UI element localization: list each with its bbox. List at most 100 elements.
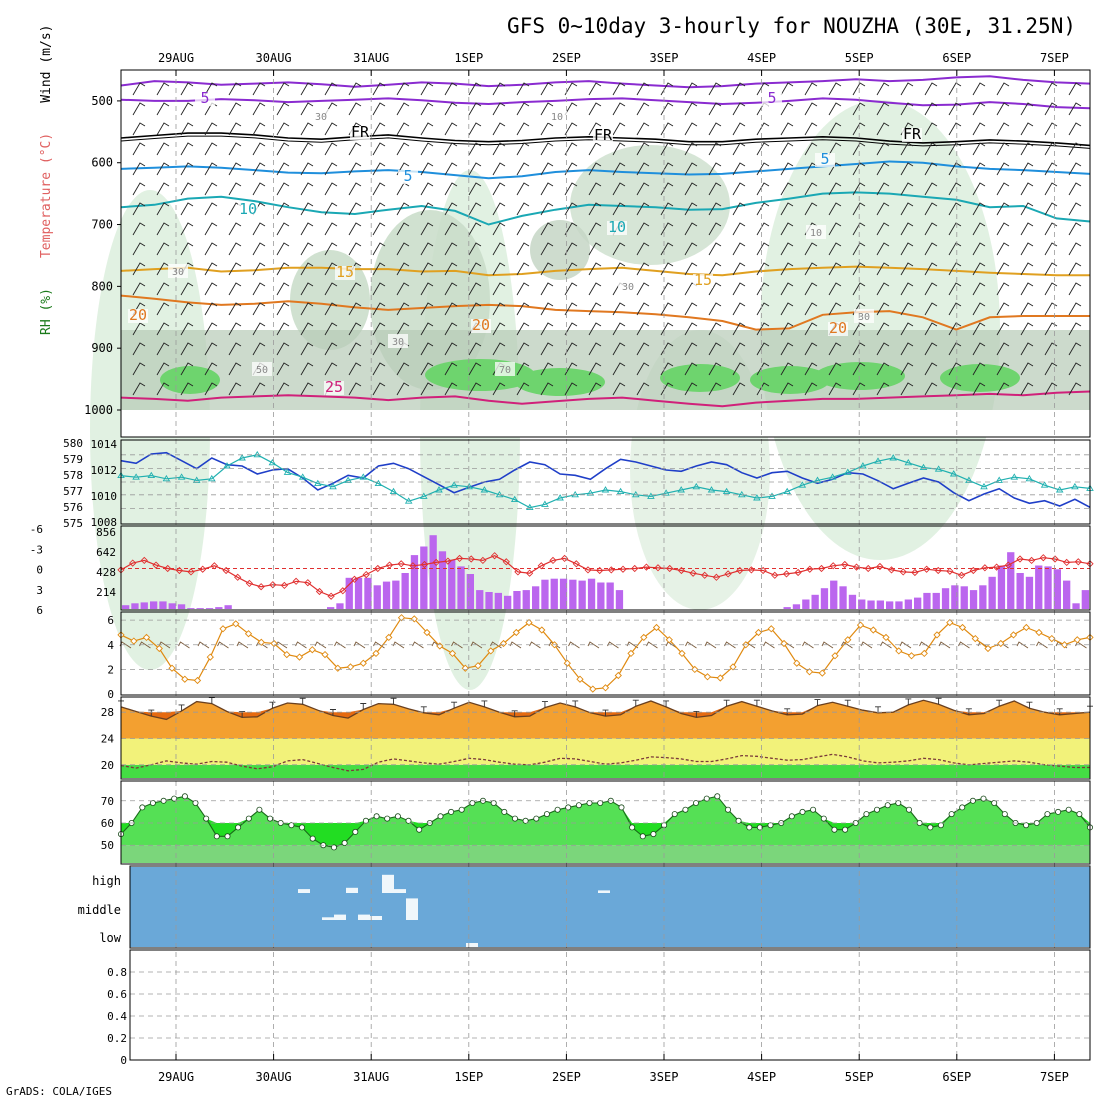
rh-marker	[384, 815, 391, 822]
li-marker	[304, 579, 312, 587]
contour-label: 30	[858, 312, 870, 323]
wind-barb	[804, 302, 818, 316]
wind-barb	[852, 262, 866, 276]
cape-bar	[876, 600, 884, 609]
wind-barb	[420, 162, 434, 176]
wind-barb	[468, 382, 482, 396]
wind-barb	[492, 82, 506, 96]
thickness-tick-label: 579	[63, 453, 83, 466]
wind-barb	[372, 282, 386, 296]
isotherm-line	[120, 294, 1090, 331]
wind-barb	[804, 382, 818, 396]
wind-barb	[684, 262, 698, 276]
wind-barb	[420, 302, 434, 316]
wind-barb	[396, 222, 410, 236]
wind-barb	[396, 122, 410, 136]
footer-credit: GrADS: COLA/IGES	[6, 1085, 112, 1098]
contour-label-bg	[238, 203, 258, 217]
wind-barb	[996, 202, 1010, 216]
rh-marker	[693, 800, 700, 807]
rh-marker	[735, 817, 742, 824]
wind-barb	[924, 162, 938, 176]
li-marker	[992, 563, 1001, 571]
wind-barb	[348, 82, 362, 96]
wind-barb	[444, 102, 458, 116]
wind-barb	[540, 282, 554, 296]
wind-barb	[684, 322, 698, 336]
thickness-marker	[616, 487, 625, 495]
wind-barb	[420, 82, 434, 96]
temp-band-green	[121, 764, 1090, 778]
minmax-whisker	[148, 709, 155, 717]
wind-barb	[324, 282, 338, 296]
wind-barb	[1020, 202, 1034, 216]
wind-barb	[732, 82, 746, 96]
wind-barb	[732, 242, 746, 256]
wind-barb	[708, 222, 722, 236]
minmax-whisker	[541, 701, 548, 708]
cloud-background	[130, 867, 1090, 947]
wind-barb	[876, 222, 890, 236]
pressure-tick-label: 800	[91, 279, 113, 293]
wind-barb	[564, 82, 578, 96]
wind-barb	[1044, 382, 1058, 396]
li-marker	[642, 563, 651, 571]
wind-barb	[996, 282, 1010, 296]
wind-barb	[228, 342, 242, 356]
wind-barb	[516, 382, 530, 396]
dewpoint-line	[120, 753, 1090, 772]
wind-barb	[396, 242, 410, 256]
wind-barb	[1044, 282, 1058, 296]
wind-barb	[180, 382, 194, 396]
cape-bar	[587, 578, 596, 609]
cape-bar	[541, 579, 549, 609]
li-marker	[712, 573, 721, 581]
wind-barb	[444, 182, 458, 196]
rh-marker	[362, 817, 369, 824]
thickness-marker	[147, 471, 156, 479]
date-label-bottom: 5SEP	[845, 1070, 874, 1084]
pressure-panel-frame	[120, 69, 1091, 438]
wind-barb	[852, 222, 866, 236]
wind-barb	[660, 82, 674, 96]
date-label-bottom: 30AUG	[256, 1070, 292, 1084]
thickness-marker	[132, 473, 140, 480]
wind-barb	[468, 142, 482, 156]
contour-label-bg	[168, 264, 188, 278]
wind-barb	[636, 322, 650, 336]
wind-barb	[564, 342, 578, 356]
cape-bar	[476, 590, 484, 609]
wind-barb	[564, 162, 578, 176]
wind-barb	[228, 362, 242, 376]
wind-barb	[516, 82, 530, 96]
wind-barb	[348, 162, 362, 176]
thickness-marker	[601, 486, 610, 493]
wind-barb	[156, 322, 170, 336]
rh-marker	[650, 831, 657, 838]
wind-barb	[612, 362, 626, 376]
wind-barb	[924, 102, 938, 116]
wind-barb	[1068, 322, 1082, 336]
date-label-bottom: 4SEP	[747, 1070, 776, 1084]
wind-barb	[348, 222, 362, 236]
wind-barb	[636, 242, 650, 256]
wind-barb	[516, 362, 530, 376]
wind-barb	[972, 102, 986, 116]
wind-barb	[996, 342, 1010, 356]
wind-barb	[636, 102, 650, 116]
thickness-marker	[647, 492, 655, 499]
thickness-marker	[374, 479, 383, 487]
contour-label: 5	[200, 89, 209, 107]
wind-barb	[204, 242, 218, 256]
wind-speed-marker	[627, 649, 635, 658]
rh-marker	[1044, 811, 1051, 818]
li-marker	[736, 566, 744, 575]
wind-barb	[1044, 182, 1058, 196]
contour-label: 15	[694, 271, 712, 289]
wind-barb	[276, 122, 290, 136]
wind-barb	[276, 302, 290, 316]
wind-barb	[420, 142, 434, 156]
wind-barb	[204, 182, 218, 196]
wind-barb	[1044, 122, 1058, 136]
